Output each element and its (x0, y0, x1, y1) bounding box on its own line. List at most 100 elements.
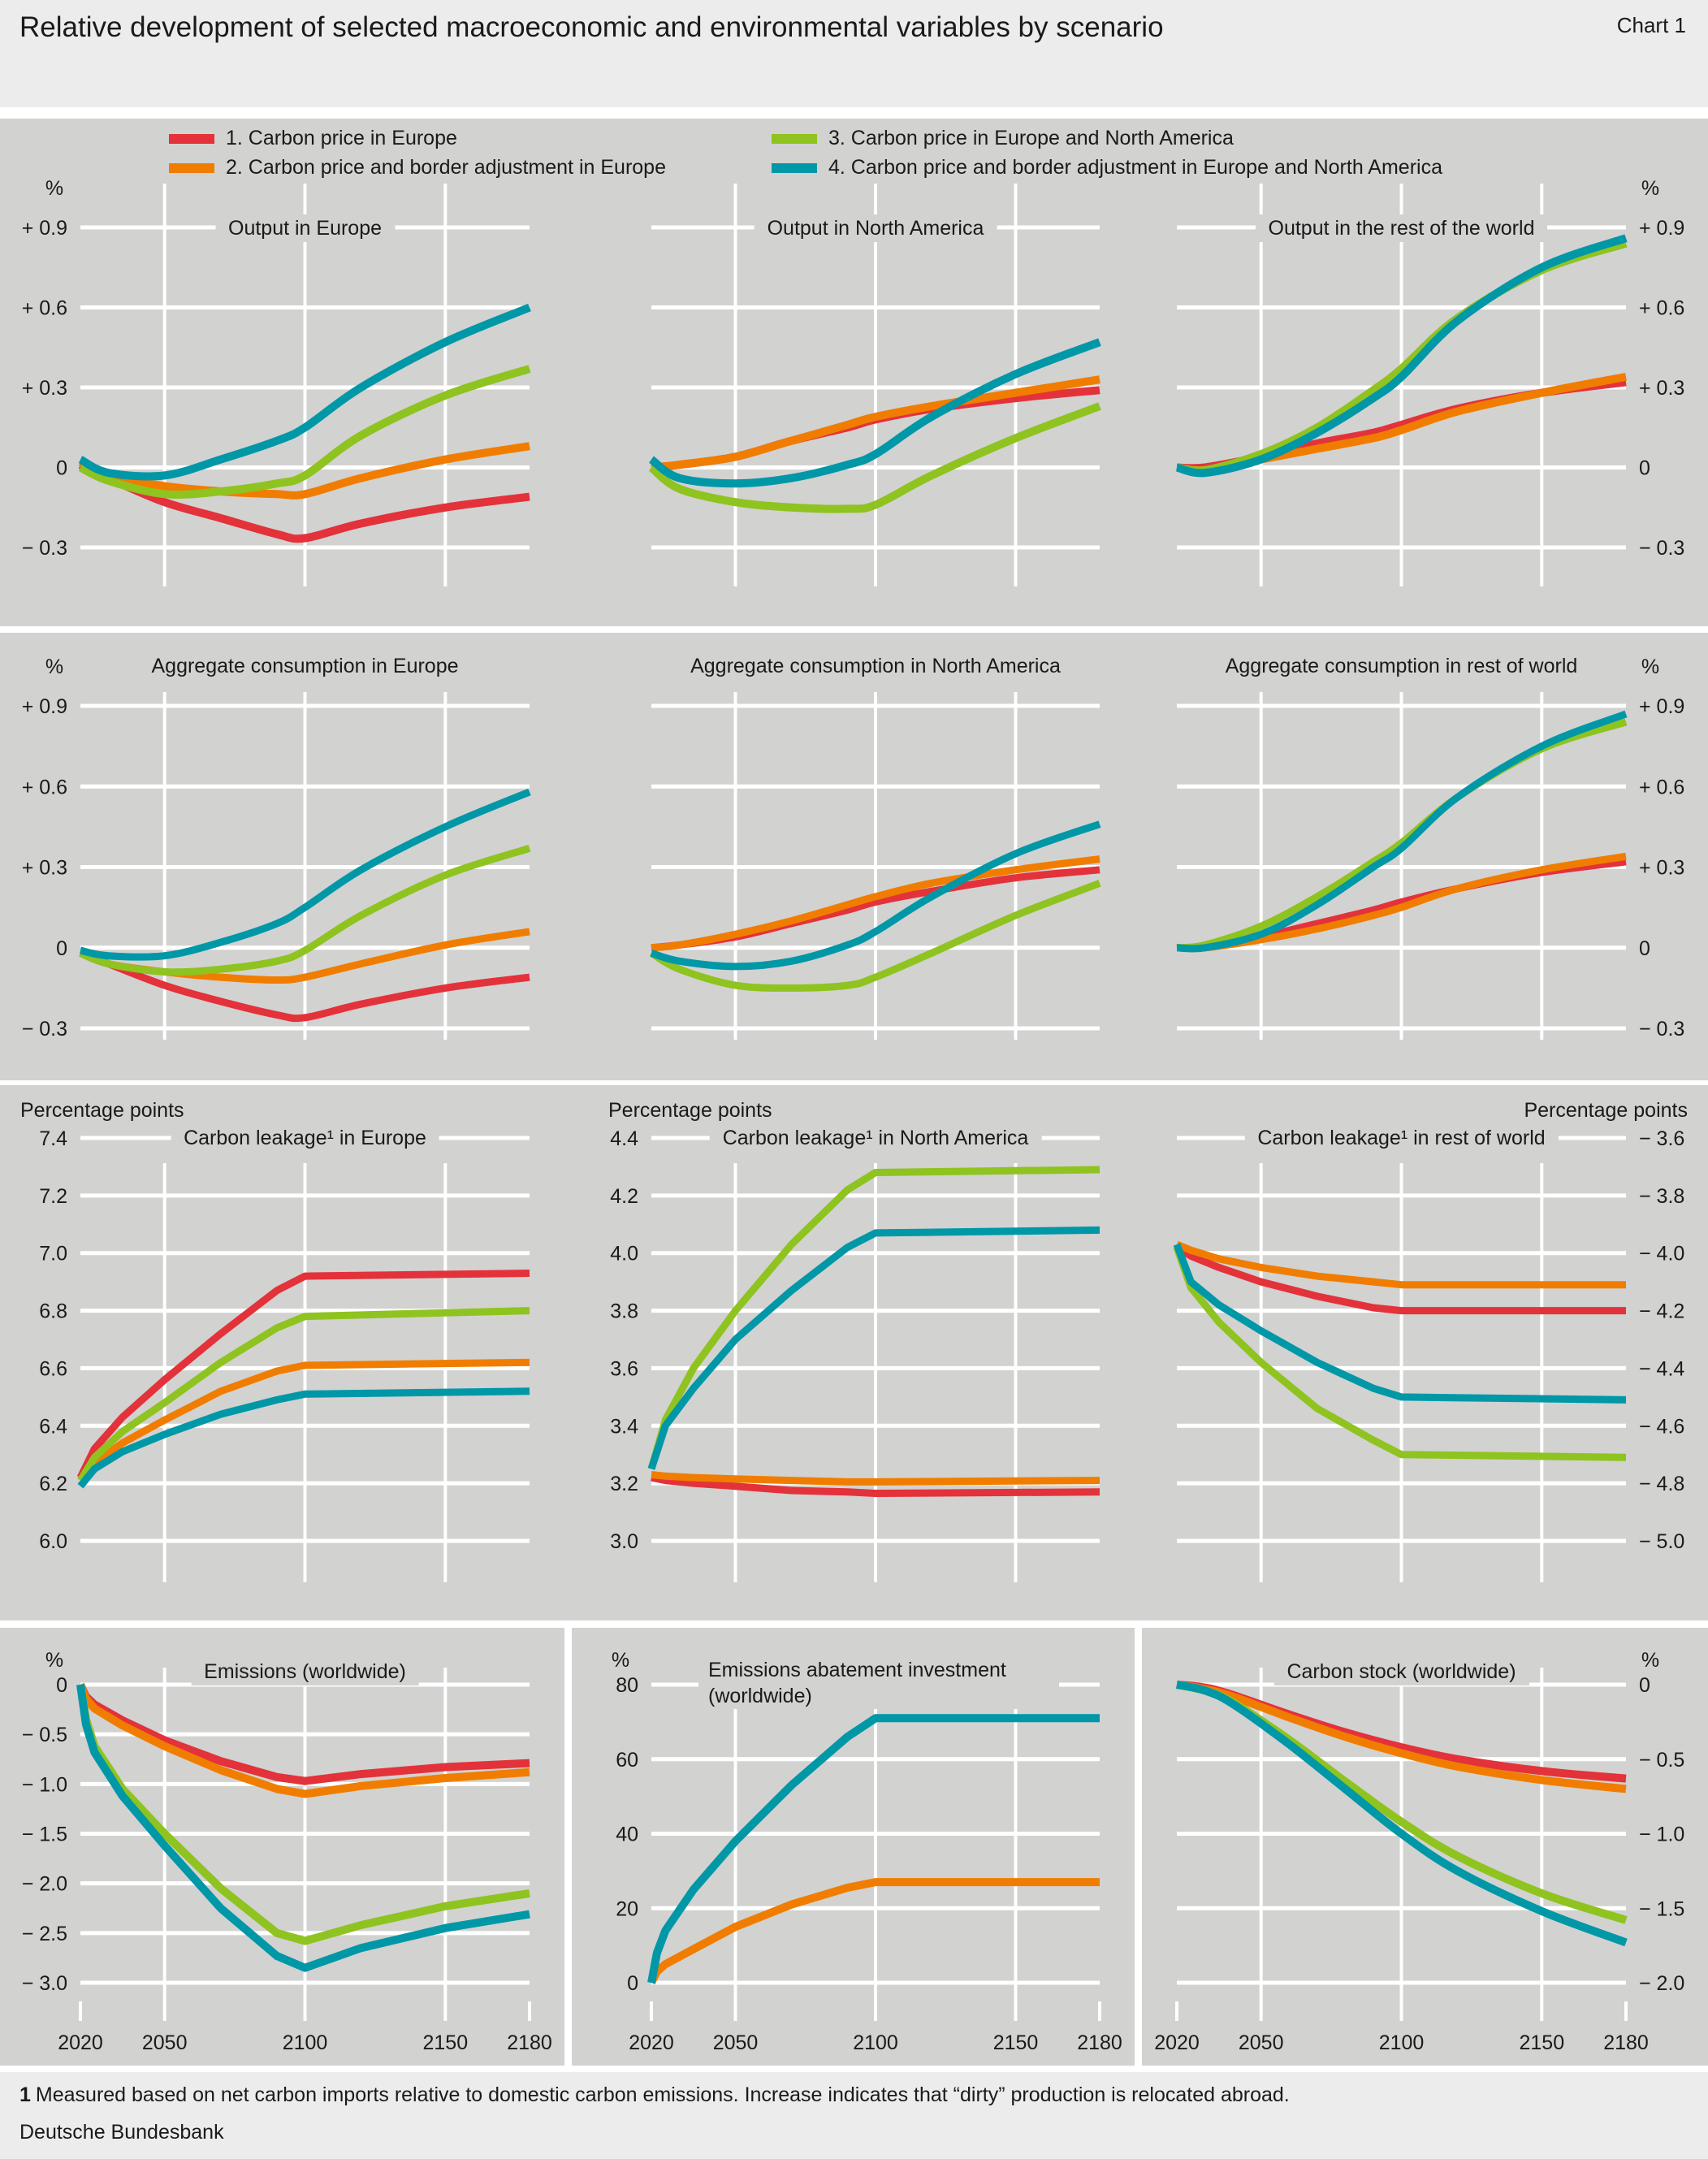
y-tick-label: 0 (1639, 1674, 1650, 1697)
panel-title: Carbon leakage¹ in rest of world (1244, 1124, 1559, 1152)
y-tick-label: + 0.3 (1639, 377, 1684, 400)
y-tick-label: − 1.0 (22, 1773, 67, 1796)
panel-title: Aggregate consumption in North America (677, 652, 1074, 680)
y-axis-unit-label: % (45, 1649, 63, 1672)
series-line-2 (77, 1358, 530, 1483)
y-tick-label: 6.6 (39, 1357, 67, 1380)
y-axis-unit-label: % (1641, 655, 1659, 678)
series-line-4 (1175, 234, 1628, 478)
x-tick-label: 2050 (713, 2031, 759, 2054)
series-line-2 (651, 375, 1100, 472)
panel-2: + 0.9 + 0.6 + 0.3 0 − 0.3% (1175, 177, 1684, 586)
y-tick-label: + 0.3 (22, 857, 67, 880)
y-tick-label: − 4.4 (1639, 1357, 1684, 1380)
y-tick-label: − 0.5 (1639, 1749, 1684, 1772)
y-tick-label: 0 (56, 457, 67, 480)
panel-title-line: (worldwide) (708, 1685, 812, 1707)
panel-title: Carbon leakage¹ in North America (709, 1124, 1042, 1152)
y-tick-label: + 0.6 (22, 776, 67, 798)
legend-swatch (169, 133, 214, 144)
x-tick-label: 2180 (507, 2031, 552, 2054)
y-tick-label: − 4.8 (1639, 1473, 1684, 1495)
series-line-3 (79, 845, 531, 976)
y-tick-label: 0 (56, 937, 67, 960)
y-tick-label: 4.2 (610, 1185, 638, 1208)
y-axis-unit-label: % (1641, 177, 1659, 200)
y-tick-label: − 2.0 (22, 1873, 67, 1896)
x-tick-label: 2020 (629, 2031, 674, 2054)
panel-10: 80 60 40 20 0% 2020 2050 2100 2150 2180 (612, 1649, 1122, 2054)
series-line-4 (76, 1684, 530, 1972)
chart-number: Chart 1 (1616, 13, 1686, 37)
panel-title: Carbon stock (worldwide) (1273, 1658, 1529, 1685)
y-tick-label: − 4.6 (1639, 1415, 1684, 1438)
panel-title: Emissions abatement investment (worldwide… (698, 1657, 1059, 1709)
series-line-2 (78, 442, 530, 500)
y-tick-label: 3.0 (610, 1530, 638, 1553)
y-tick-label: 6.2 (39, 1473, 67, 1495)
panel-1 (648, 184, 1101, 586)
series-line-3 (649, 880, 1101, 992)
series-line-3 (78, 365, 531, 500)
series-line-4 (78, 303, 531, 481)
y-tick-label: + 0.6 (1639, 297, 1684, 320)
x-tick-label: 2100 (853, 2031, 898, 2054)
series-line-2 (1175, 1240, 1626, 1289)
y-axis-unit-label: Percentage points (1524, 1099, 1688, 1122)
x-tick-label: 2180 (1603, 2031, 1649, 2054)
panel-title: Output in North America (754, 214, 997, 242)
series-line-1 (651, 1473, 1100, 1497)
y-tick-label: − 2.0 (1639, 1972, 1684, 1995)
y-tick-label: 0 (627, 1972, 638, 1995)
series-line-4 (1173, 1243, 1627, 1404)
y-tick-label: 80 (616, 1674, 638, 1697)
y-tick-label: − 0.3 (1639, 537, 1684, 560)
y-tick-label: 7.4 (39, 1127, 67, 1150)
legend-label: 2. Carbon price and border adjustment in… (226, 156, 666, 179)
series-line-2 (647, 1714, 1100, 1984)
y-tick-label: + 0.3 (1639, 857, 1684, 880)
panel-title: Emissions (worldwide) (191, 1658, 419, 1685)
panel-9: 0 − 0.5 − 1.0 − 1.5 − 2.0 − 2.5 − 3.0% 2020 2050… (22, 1649, 552, 2054)
y-tick-label: 3.2 (610, 1473, 638, 1495)
y-tick-label: − 3.8 (1639, 1185, 1684, 1208)
x-tick-label: 2020 (58, 2031, 103, 2054)
legend-label: 3. Carbon price in Europe and North Amer… (828, 127, 1234, 149)
footnote-marker: 1 (19, 2083, 31, 2106)
y-tick-label: + 0.9 (22, 217, 67, 240)
legend-swatch (772, 133, 817, 144)
y-tick-label: 0 (1639, 937, 1650, 960)
series-line-4 (1176, 710, 1628, 953)
x-tick-label: 2020 (1154, 2031, 1200, 2054)
panel-title: Output in the rest of the world (1255, 214, 1548, 242)
y-tick-label: − 1.5 (22, 1824, 67, 1846)
legend-item-1: 1. Carbon price in Europe (169, 127, 457, 150)
panel-6: 7.4 7.2 7.0 6.8 6.6 6.4 6.2 6.0 Percentage point… (20, 1099, 530, 1582)
y-tick-label: − 0.3 (22, 537, 67, 560)
panel-5: + 0.9 + 0.6 + 0.3 0 − 0.3% (1176, 655, 1684, 1041)
y-tick-label: 20 (616, 1897, 638, 1920)
series-line-1 (76, 1270, 530, 1480)
legend-item-4: 4. Carbon price and border adjustment in… (772, 156, 1442, 180)
y-tick-label: 60 (616, 1749, 638, 1772)
y-tick-label: 40 (616, 1824, 638, 1846)
panel-8: − 3.6 − 3.8 − 4.0 − 4.2 − 4.4 − 4.6 − 4.8 − 5.0… (1173, 1099, 1688, 1582)
series-line-3 (647, 1166, 1100, 1470)
panel-4 (649, 692, 1101, 1040)
y-tick-label: + 0.9 (1639, 695, 1684, 718)
y-tick-label: 6.4 (39, 1415, 67, 1438)
y-axis-unit-label: % (45, 655, 63, 678)
y-tick-label: 3.8 (610, 1300, 638, 1323)
y-tick-label: − 4.0 (1639, 1243, 1684, 1266)
legend-label: 4. Carbon price and border adjustment in… (828, 156, 1442, 179)
panel-title-line: Emissions abatement investment (708, 1659, 1006, 1681)
y-tick-label: − 1.0 (1639, 1824, 1684, 1846)
chart-footer: 1 Measured based on net carbon imports re… (0, 2072, 1708, 2159)
row-carbon-leakage (0, 1085, 1708, 1620)
series-line-4 (648, 338, 1101, 488)
y-tick-label: − 3.0 (22, 1972, 67, 1995)
y-tick-label: + 0.3 (22, 377, 67, 400)
y-tick-label: + 0.9 (1639, 217, 1684, 240)
series-line-3 (1173, 1246, 1627, 1461)
